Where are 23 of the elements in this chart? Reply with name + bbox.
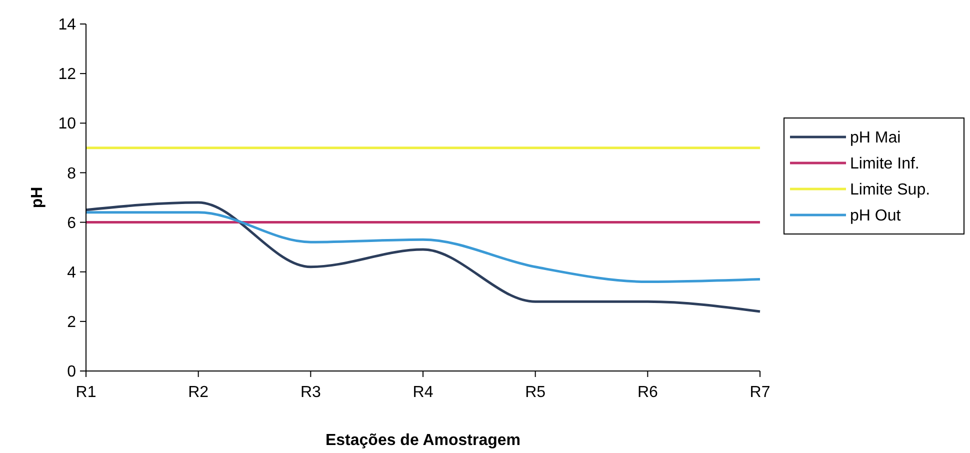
y-tick-label: 6 (67, 214, 76, 232)
legend-label: Limite Sup. (850, 182, 930, 199)
x-tick-label: R2 (188, 384, 209, 401)
x-tick-label: R3 (300, 384, 321, 401)
legend-label: Limite Inf. (850, 156, 920, 173)
line-series (84, 211, 762, 284)
x-tick-label: R4 (412, 384, 434, 401)
x-axis-title: Estações de Amostragem (325, 432, 521, 449)
y-tick-label: 14 (58, 16, 76, 34)
y-tick-label: 8 (67, 165, 76, 182)
x-tick-label: R5 (525, 384, 546, 401)
y-tick-label: 0 (67, 364, 76, 381)
line-series (84, 201, 762, 313)
y-axis-title: pH (29, 186, 46, 208)
y-tick-label: 10 (58, 116, 76, 133)
y-tick-label: 4 (67, 264, 76, 282)
y-tick-label: 2 (67, 314, 76, 332)
x-tick-label: R1 (76, 384, 96, 401)
legend-label: pH Out (850, 208, 902, 225)
legend-label: pH Mai (850, 130, 901, 147)
x-tick-label: R7 (750, 384, 770, 401)
x-tick-label: R6 (637, 384, 658, 401)
y-tick-label: 12 (58, 66, 76, 84)
